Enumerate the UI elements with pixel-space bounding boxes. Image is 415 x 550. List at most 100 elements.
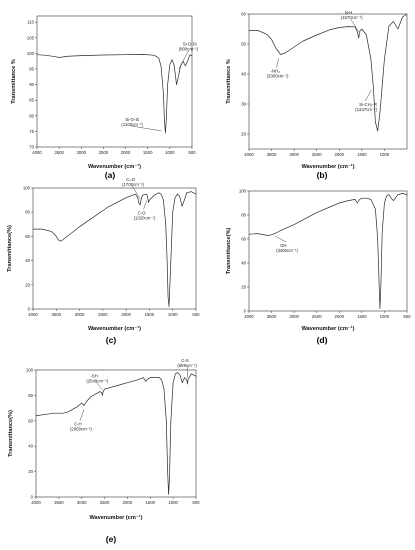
panel-b: 4000 3500 3000 2500 2000 1500 1000 20 30 40 50 60 Wa… [226,10,408,180]
panel-label: (e) [106,534,117,544]
annotation-wavenumber: (1100cm⁻¹) [121,122,143,127]
y-tick-label: 20 [241,285,246,290]
x-tick-label: 2000 [121,150,131,155]
x-tick-label: 500 [403,314,411,319]
annotation-wavenumber: (3300cm⁻¹) [267,74,289,79]
spectrum-line [249,13,408,132]
x-tick-label: 3500 [54,150,64,155]
y-tick-label: 100 [23,186,31,191]
y-tick-label: 60 [241,237,246,242]
plot-frame [36,15,193,148]
x-tick-label: 1500 [143,150,153,155]
spectrum-line [35,372,197,495]
y-tick-label: 110 [27,20,34,25]
panel-e: 4000 3500 3000 2500 2000 1500 1000 500 0 20 40 60 80… [8,358,200,544]
annotation-arrow [131,185,141,200]
x-tick-label: 4000 [31,500,41,505]
annotation-arrow [178,50,189,70]
x-tick-label: 1500 [145,312,155,317]
x-tick-label: 1000 [380,152,390,157]
x-axis-label: Wavenumber (cm⁻¹) [88,163,141,170]
x-tick-label: 2000 [335,152,345,157]
x-tick-label: 2500 [99,150,109,155]
y-tick-label: 80 [28,393,33,398]
x-tick-label: 1500 [357,314,367,319]
annotation-arrow [365,89,372,102]
y-tick-label: 40 [25,258,30,263]
annotation-label: Si-CH₂-R [359,102,377,107]
panel-a: 4000 3500 3000 2500 2000 1500 1000 500 70 75 80 85 9… [11,15,199,180]
annotation-wavenumber: (2950cm⁻¹) [70,427,92,432]
annotation-arrow [143,200,147,210]
y-axis-label: Transmittance(%) [8,410,14,457]
y-tick-label: 20 [25,282,30,287]
annotation-label: C-O [138,210,147,215]
annotation-wavenumber: (2549cm⁻¹) [86,378,108,383]
y-tick-label: 40 [241,72,246,77]
x-tick-label: 3000 [77,500,87,505]
spectrum-line [33,191,197,307]
y-tick-label: 0 [28,307,31,312]
x-tick-label: 500 [192,312,200,317]
x-tick-label: 4000 [28,312,38,317]
plot-frame [248,190,408,312]
panel-label: (c) [106,335,117,345]
x-tick-label: 3000 [289,314,299,319]
x-tick-label: 1500 [357,152,367,157]
x-tick-label: 1000 [380,314,390,319]
y-tick-label: 80 [29,113,34,118]
annotation-label: N-H [345,10,353,15]
y-tick-label: 30 [241,102,246,107]
y-tick-label: 0 [31,495,34,500]
x-tick-label: 2500 [100,500,110,505]
annotation-wavenumber: (1700cm⁻¹) [122,182,144,187]
x-tick-label: 1000 [168,312,178,317]
y-tick-label: 40 [28,444,33,449]
y-tick-label: 75 [29,129,34,134]
annotation-arrow [350,18,359,33]
annotation-wavenumber: (1247cm⁻¹) [355,107,377,112]
annotation-wavenumber: (689cm⁻¹) [177,363,197,368]
annotation-wavenumber: (1320cm⁻¹) [134,215,156,220]
annotation-label: Si-O-Si [125,117,139,122]
x-tick-label: 3500 [54,500,64,505]
x-tick-label: 3500 [267,314,277,319]
y-axis-label: Transmittance(%) [7,225,13,272]
x-tick-label: 3500 [267,152,277,157]
x-tick-label: 4000 [244,314,254,319]
annotation-label: C-S [181,358,189,363]
x-tick-label: 500 [192,500,200,505]
panel-label: (a) [105,170,116,180]
x-tick-label: 3000 [75,312,85,317]
annotation-arrow [276,58,279,68]
y-tick-label: 100 [26,368,34,373]
y-tick-label: 40 [241,261,246,266]
y-tick-label: 60 [28,418,33,423]
y-tick-label: 60 [241,12,246,17]
x-axis-label: Wavenumber (cm⁻¹) [301,163,354,170]
annotation-wavenumber: (800cm⁻¹) [179,46,199,51]
x-tick-label: 3000 [77,150,87,155]
y-tick-label: 80 [241,213,246,218]
spectrum-line [248,193,408,309]
annotation-arrow [96,382,103,390]
annotation-arrow [79,409,85,421]
x-tick-label: 2500 [312,314,322,319]
annotation-label: C=O [126,177,136,182]
annotation-arrow [131,125,162,132]
annotation-label: -SH [90,373,97,378]
x-tick-label: 4000 [244,152,254,157]
annotation-arrow [274,235,287,243]
x-axis-label: Wavenumber (cm⁻¹) [89,514,142,521]
y-tick-label: 80 [25,210,30,215]
y-tick-label: 100 [27,51,35,56]
y-axis-label: Transmittance % [226,59,232,103]
y-tick-label: 100 [239,189,247,194]
y-axis-label: Transmittance(%) [226,228,232,275]
y-tick-label: 70 [29,145,34,150]
x-axis-label: Wavenumber (cm⁻¹) [88,325,141,332]
y-tick-label: 90 [29,82,34,87]
plot-frame [248,13,408,150]
annotation-wavenumber: (1570cm⁻¹) [341,15,363,20]
